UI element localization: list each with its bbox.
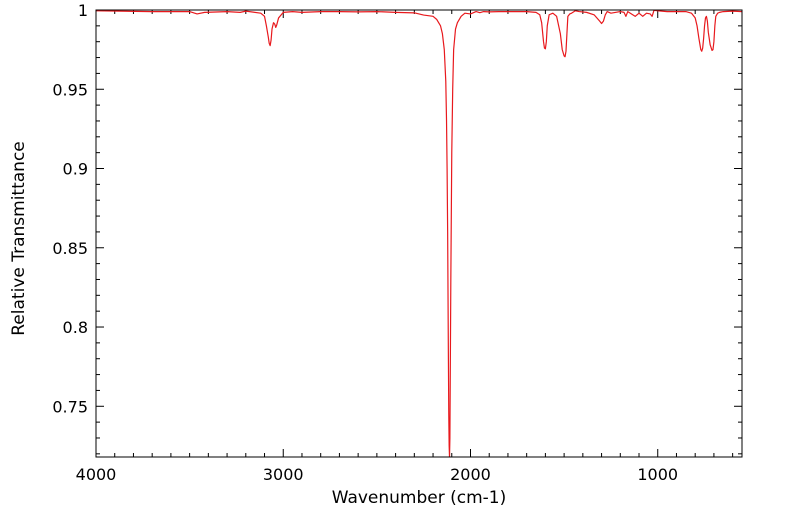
plot-frame xyxy=(95,9,743,458)
x-tick-label: 2000 xyxy=(450,465,491,484)
x-tick-label: 1000 xyxy=(637,465,678,484)
tick-labels: 4000 3000 2000 1000 1 0.95 0.9 0.85 0.8 0.75 xyxy=(52,1,678,484)
y-tick-label: 0.75 xyxy=(52,397,88,416)
series-layer xyxy=(96,10,742,457)
spectrum-line xyxy=(96,10,742,457)
y-tick-label: 0.95 xyxy=(52,80,88,99)
x-tick-label: 4000 xyxy=(76,465,117,484)
x-axis-title: Wavenumber (cm-1) xyxy=(332,488,507,508)
y-tick-label: 1 xyxy=(78,1,88,20)
y-tick-label: 0.9 xyxy=(63,160,88,179)
y-axis-title: Relative Transmittance xyxy=(9,141,29,336)
x-tick-label: 3000 xyxy=(263,465,304,484)
axis-ticks xyxy=(95,9,742,457)
y-tick-label: 0.85 xyxy=(52,239,88,258)
y-tick-label: 0.8 xyxy=(63,318,88,337)
